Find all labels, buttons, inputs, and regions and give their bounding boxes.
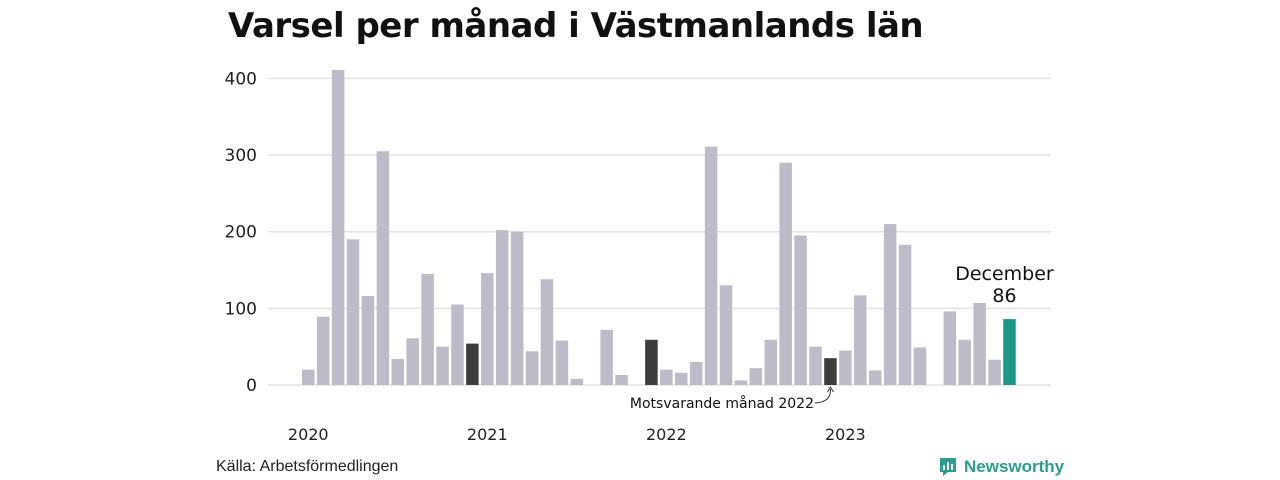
bar-2022-11 <box>809 346 822 385</box>
bar-2022-05 <box>719 285 733 385</box>
x-year-label: 2021 <box>467 425 508 444</box>
bar-2022-10 <box>794 235 807 385</box>
bar-2020-11 <box>451 304 464 385</box>
y-tick-label: 300 <box>225 146 257 166</box>
bar-2023-12 <box>1003 319 1016 385</box>
bar-2022-09 <box>779 162 792 385</box>
bar-2021-10 <box>615 375 628 385</box>
bar-2023-02 <box>854 295 867 385</box>
y-axis-ticks: 0 100 200 300 400 <box>225 69 257 396</box>
bar-2021-05 <box>540 279 554 385</box>
bar-2023-03 <box>868 370 882 385</box>
chart-title: Varsel per månad i Västmanlands län <box>228 6 924 46</box>
bar-2020-12 <box>466 343 479 385</box>
bar-2023-06 <box>913 347 927 385</box>
bar-2022-01 <box>660 369 673 385</box>
bar-2020-02 <box>316 316 330 385</box>
y-tick-label: 400 <box>225 69 257 89</box>
x-axis-year-labels: 2020 2021 2022 2023 <box>288 425 866 444</box>
bar-2022-03 <box>689 362 703 385</box>
bar-2023-10 <box>973 302 986 385</box>
bar-2020-06 <box>376 151 390 385</box>
y-tick-label: 100 <box>225 299 257 319</box>
newsworthy-logo-icon <box>940 458 956 476</box>
bar-2020-09 <box>421 273 434 385</box>
bar-2023-08 <box>943 311 957 385</box>
y-tick-label: 0 <box>246 376 257 396</box>
x-year-label: 2020 <box>288 425 329 444</box>
bar-2020-04 <box>346 239 360 385</box>
annotation-arrowhead <box>827 386 834 393</box>
bars <box>302 69 1016 385</box>
bar-2020-10 <box>436 346 449 385</box>
bar-2020-03 <box>331 69 345 385</box>
bar-2021-04 <box>525 351 539 385</box>
bar-2023-04 <box>883 224 897 385</box>
brand-name: Newsworthy <box>964 457 1065 476</box>
annotation-current-month: December <box>955 263 1054 285</box>
source-note: Källa: Arbetsförmedlingen <box>216 458 399 475</box>
bar-2022-12 <box>824 358 837 385</box>
bar-2021-09 <box>600 329 613 385</box>
bar-2021-06 <box>555 340 569 385</box>
bar-2020-05 <box>361 296 375 385</box>
bar-2022-08 <box>764 339 778 385</box>
bar-2022-07 <box>749 368 763 385</box>
bar-2020-07 <box>391 358 405 385</box>
x-year-label: 2022 <box>646 425 687 444</box>
bar-2020-01 <box>302 369 315 385</box>
annotation-current-value: 86 <box>992 285 1016 307</box>
bar-2022-02 <box>675 372 688 385</box>
bar-2023-11 <box>988 359 1001 385</box>
x-year-label: 2023 <box>825 425 866 444</box>
bar-2023-05 <box>898 244 912 385</box>
brand-logo: Newsworthy <box>938 456 1064 478</box>
bar-2020-08 <box>406 338 419 385</box>
bar-2023-09 <box>958 339 971 385</box>
bar-2021-02 <box>495 230 509 385</box>
bar-2022-06 <box>734 380 748 385</box>
y-tick-label: 200 <box>225 223 257 243</box>
bar-2021-12 <box>645 339 658 385</box>
bar-2021-07 <box>570 378 584 385</box>
annotation-previous-year: Motsvarande månad 2022 <box>630 395 814 412</box>
bar-2023-01 <box>839 350 852 385</box>
bar-2021-01 <box>481 273 494 385</box>
bar-2021-03 <box>510 231 524 385</box>
annotation-arrow <box>814 388 831 404</box>
bar-2022-04 <box>704 146 718 385</box>
